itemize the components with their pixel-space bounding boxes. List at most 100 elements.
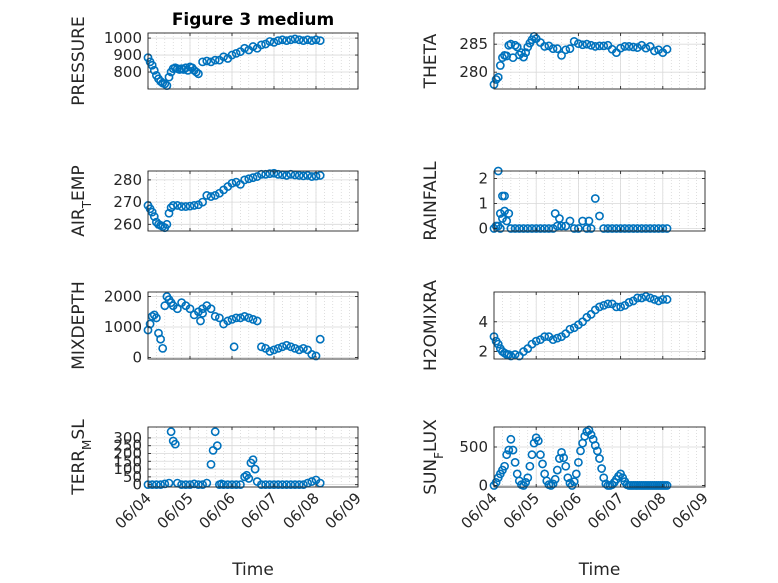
data-point [282, 480, 291, 490]
data-series [489, 31, 672, 89]
data-point [151, 480, 161, 490]
data-point [523, 473, 533, 483]
data-point [265, 346, 275, 356]
data-point [277, 342, 287, 352]
data-point [156, 334, 165, 344]
data-point [641, 224, 651, 233]
data-point [315, 36, 325, 46]
data-point [571, 469, 581, 479]
data-point [574, 457, 583, 467]
data-series [143, 34, 325, 91]
data-point [607, 480, 617, 490]
data-point [164, 208, 174, 218]
data-point [616, 224, 625, 233]
data-point [240, 472, 249, 482]
data-point [189, 201, 199, 210]
data-point [193, 480, 203, 490]
data-point [307, 36, 317, 46]
data-point [185, 201, 195, 211]
data-point [552, 44, 562, 54]
data-series [143, 292, 325, 361]
data-point [147, 207, 157, 217]
data-point [294, 345, 304, 355]
data-point [196, 316, 205, 326]
data-point [624, 42, 634, 51]
data-point [223, 316, 233, 326]
y-tick-label: 2 [478, 343, 488, 361]
y-axis-label: SUNFLUX [421, 419, 446, 495]
data-point [240, 311, 249, 321]
data-point [654, 296, 663, 306]
data-point [510, 40, 520, 50]
data-point [162, 219, 172, 229]
y-tick-label: 900 [113, 46, 142, 64]
axes-box [493, 170, 706, 232]
axes-box [147, 426, 359, 488]
data-point [273, 480, 283, 490]
data-point [595, 211, 604, 221]
data-point [210, 55, 220, 65]
data-point [269, 480, 279, 490]
data-point [193, 69, 203, 79]
data-point [219, 52, 228, 62]
data-point [185, 480, 195, 490]
data-point [514, 224, 524, 233]
y-tick-label: 100 [113, 460, 142, 478]
data-point [229, 342, 239, 352]
data-point [586, 430, 596, 440]
data-point [261, 480, 270, 490]
y-tick-label: 2 [478, 170, 488, 188]
data-point [290, 34, 300, 44]
data-point [624, 298, 634, 307]
data-point [521, 48, 531, 57]
data-point [654, 224, 663, 233]
y-tick-label: 800 [113, 63, 142, 81]
subplot-mixdepth: 0 1000 2000 MIXDEPTH [69, 281, 359, 370]
data-point [303, 35, 312, 45]
axes-box [147, 32, 359, 90]
data-point [149, 65, 159, 75]
y-tick-label: 1000 [104, 29, 142, 47]
y-tick-label: 0 [478, 220, 488, 238]
y-tick-label: 280 [113, 171, 142, 189]
data-point [177, 202, 186, 211]
data-point [508, 445, 518, 455]
data-point [265, 169, 275, 179]
data-point [614, 471, 623, 481]
data-point [510, 224, 520, 233]
data-point [565, 216, 575, 226]
data-point [540, 42, 550, 51]
data-point [277, 35, 287, 45]
data-point [248, 315, 258, 324]
data-point [286, 35, 296, 45]
data-point [189, 479, 199, 489]
data-point [523, 224, 533, 233]
data-point [576, 446, 585, 456]
data-point [172, 304, 182, 314]
figure-title: Figure 3 medium [172, 10, 334, 30]
data-point [628, 42, 638, 52]
data-point [269, 168, 279, 178]
data-point [210, 191, 220, 200]
data-point [172, 201, 182, 210]
y-tick-label: 4 [478, 313, 488, 331]
data-point [502, 450, 512, 460]
x-axis-label: Time [231, 560, 274, 580]
data-point [557, 221, 566, 231]
data-point [595, 41, 604, 51]
data-point [265, 480, 275, 490]
data-point [210, 311, 220, 321]
data-point [586, 224, 596, 233]
data-point [633, 43, 642, 52]
data-point [252, 316, 262, 326]
data-point [149, 212, 159, 221]
data-point [531, 224, 541, 233]
data-point [298, 343, 308, 353]
data-point [582, 224, 592, 233]
subplot-air-temp: 260 270 280 AIRTEMP [69, 165, 359, 237]
data-point [198, 197, 207, 207]
y-tick-label: 150 [113, 452, 142, 470]
data-point [603, 299, 613, 309]
y-axis-label: TERRMSL [69, 419, 94, 496]
